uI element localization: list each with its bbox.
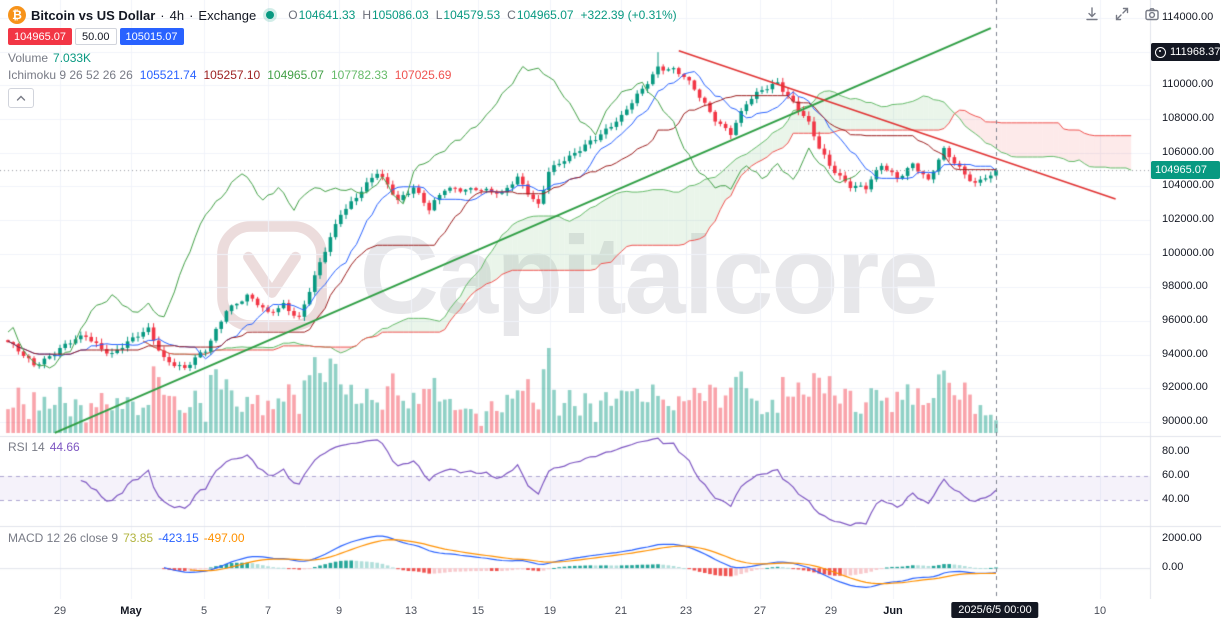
time-axis[interactable]: 2025/6/5 00:00 29 May 5 7 9 13 15 19 21 23 27 29 Jun…: [0, 599, 1221, 625]
volume-value: 7.033K: [53, 51, 92, 65]
snapshot-button[interactable]: [1143, 5, 1161, 23]
macd-legend[interactable]: MACD 12 26 close 9 73.85 -423.15 -497.00: [8, 531, 245, 545]
chikou-value: 104965.07: [267, 68, 324, 82]
time-axis-label: 29: [53, 605, 67, 617]
last-price-badge: 104965.07: [1151, 161, 1220, 180]
macd-tick-label: 0.00: [1162, 561, 1184, 574]
time-axis-label: 15: [471, 605, 485, 617]
price-tick-label: 104000.00: [1162, 179, 1214, 192]
rsi-tick-label: 40.00: [1162, 493, 1190, 505]
current-time-badge: 2025/6/5 00:00: [951, 602, 1039, 618]
time-axis-label: Jun: [883, 605, 903, 617]
senkou-b-value: 107025.69: [394, 68, 452, 82]
market-status-icon: [266, 11, 275, 19]
price-axis[interactable]: 114000.00112000.00110000.00108000.001060…: [1150, 0, 1221, 599]
download-icon: [1086, 7, 1098, 21]
time-axis-label: 21: [614, 605, 628, 617]
rsi-legend[interactable]: RSI 14 44.66: [8, 440, 80, 454]
volume-label: Volume: [8, 51, 49, 65]
time-axis-label: 29: [824, 605, 838, 617]
senkou-a-value: 107782.33: [330, 68, 388, 82]
price-tick-label: 110000.00: [1162, 78, 1214, 91]
time-axis-label: 7: [264, 605, 272, 617]
collapse-legend-button[interactable]: [8, 88, 34, 108]
download-button[interactable]: [1083, 5, 1101, 23]
btc-logo-icon: ₿: [8, 6, 26, 24]
entry-price-badge[interactable]: 104965.07: [8, 28, 72, 45]
close-value: 104965.07: [516, 8, 574, 22]
time-axis-label: 5: [200, 605, 208, 617]
high-price-badge: 111968.37: [1151, 43, 1220, 62]
price-tick-label: 108000.00: [1162, 112, 1214, 124]
interval-label[interactable]: 4h: [169, 7, 185, 23]
volume-legend[interactable]: Volume 7.033K: [8, 51, 91, 65]
price-tick-label: 94000.00: [1162, 347, 1208, 360]
alert-icon: [1155, 46, 1166, 58]
macd-tick-label: 2000.00: [1162, 531, 1202, 544]
price-tick-label: 100000.00: [1162, 246, 1214, 259]
open-value: 104641.33: [298, 8, 356, 22]
target-price-badge[interactable]: 105015.07: [119, 28, 184, 45]
symbol-title[interactable]: Bitcoin vs US Dollar: [31, 7, 156, 23]
rsi-tick-label: 60.00: [1162, 469, 1190, 481]
macd-hist-value: 73.85: [123, 531, 154, 545]
price-tick-label: 96000.00: [1162, 314, 1208, 326]
fullscreen-icon: [1115, 7, 1129, 21]
fullscreen-button[interactable]: [1113, 5, 1131, 23]
mid-value-badge[interactable]: 50.00: [75, 28, 117, 45]
change-value: +322.39 (+0.31%): [580, 8, 677, 22]
time-axis-label: 27: [753, 605, 767, 617]
ichimoku-label: Ichimoku 9 26 52 26 26: [8, 68, 133, 82]
symbol-legend: ₿ Bitcoin vs US Dollar · 4h · Exchange O…: [8, 6, 677, 24]
rsi-label: RSI 14: [8, 440, 45, 454]
time-axis-label: May: [120, 605, 142, 617]
exchange-label: Exchange: [198, 7, 257, 23]
time-axis-label: 19: [543, 605, 557, 617]
price-tick-label: 92000.00: [1162, 381, 1208, 394]
macd-label: MACD 12 26 close 9: [8, 531, 119, 545]
ohlc-readout: O104641.33 H105086.03 L104579.53 C104965…: [288, 8, 677, 22]
macd-line-value: -423.15: [158, 531, 199, 545]
time-axis-label: 10: [1093, 605, 1107, 617]
kijun-value: 105257.10: [203, 68, 261, 82]
macd-signal-value: -497.00: [203, 531, 245, 545]
chevron-up-icon: [16, 95, 26, 101]
order-labels: 104965.07 50.00 105015.07: [8, 28, 184, 45]
price-tick-label: 102000.00: [1162, 213, 1214, 225]
tenkan-value: 105521.74: [139, 68, 197, 82]
chart-toolbar: [1083, 5, 1161, 23]
high-value: 105086.03: [371, 8, 429, 22]
time-axis-label: 9: [335, 605, 343, 617]
camera-icon: [1145, 8, 1159, 21]
time-axis-label: 23: [679, 605, 693, 617]
separator-dot: ·: [189, 7, 194, 23]
rsi-value: 44.66: [49, 440, 80, 454]
low-value: 104579.53: [443, 8, 501, 22]
ichimoku-legend[interactable]: Ichimoku 9 26 52 26 26 105521.74 105257.…: [8, 68, 451, 82]
rsi-tick-label: 80.00: [1162, 445, 1190, 457]
separator-dot: ·: [160, 7, 165, 23]
price-tick-label: 98000.00: [1162, 280, 1208, 293]
price-tick-label: 114000.00: [1162, 11, 1214, 23]
price-tick-label: 90000.00: [1162, 415, 1208, 427]
time-axis-label: 13: [404, 605, 418, 617]
price-tick-label: 106000.00: [1162, 145, 1214, 158]
